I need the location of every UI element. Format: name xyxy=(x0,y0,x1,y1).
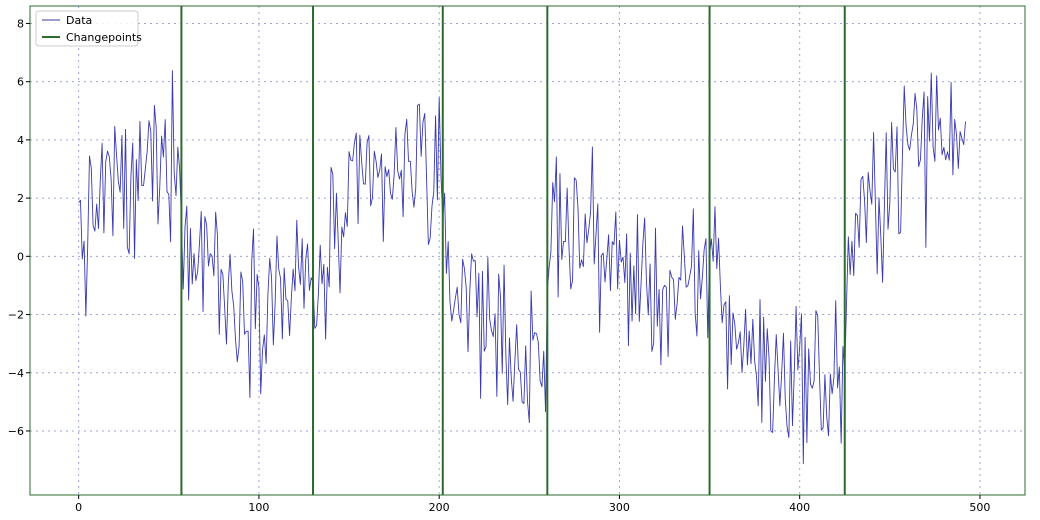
x-tick-label: 200 xyxy=(429,501,450,514)
legend: Data Changepoints xyxy=(35,10,142,47)
series-line-data xyxy=(78,70,966,465)
y-axis: −6 −4 −2 0 2 4 6 8 xyxy=(8,17,30,438)
y-tick-label: 4 xyxy=(17,134,24,147)
x-tick-label: 0 xyxy=(75,501,82,514)
y-tick-label: −6 xyxy=(8,425,24,438)
x-tick-label: 500 xyxy=(969,501,990,514)
legend-data-label: Data xyxy=(66,14,92,27)
changepoints-layer xyxy=(180,6,846,495)
x-tick-label: 100 xyxy=(248,501,269,514)
y-tick-label: 8 xyxy=(17,17,24,30)
y-tick-label: −2 xyxy=(8,309,24,322)
legend-changepoints-label: Changepoints xyxy=(66,31,142,44)
plot-frame xyxy=(29,5,1026,496)
y-tick-label: 2 xyxy=(17,192,24,205)
series-layer xyxy=(78,70,966,465)
legend-box xyxy=(35,10,139,47)
x-tick-label: 400 xyxy=(789,501,810,514)
y-tick-label: 6 xyxy=(17,76,24,89)
grid xyxy=(30,6,1025,495)
y-tick-label: 0 xyxy=(17,250,24,263)
x-axis: 0 100 200 300 400 500 xyxy=(75,495,990,514)
y-tick-label: −4 xyxy=(8,367,24,380)
x-tick-label: 300 xyxy=(609,501,630,514)
